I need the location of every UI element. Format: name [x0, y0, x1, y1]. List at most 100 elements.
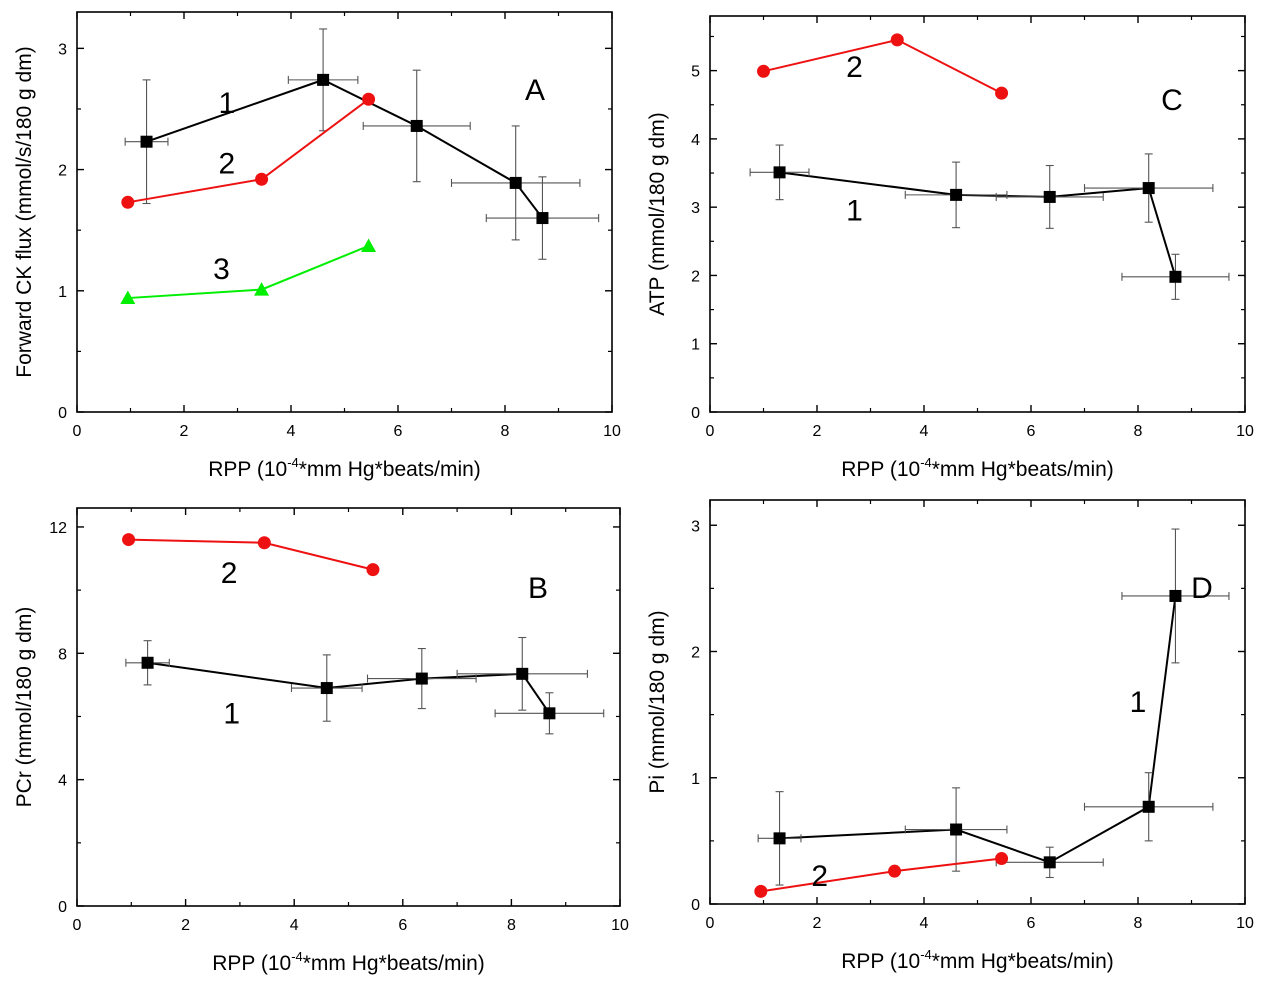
x-tick-label: 8 — [1134, 423, 1143, 440]
data-point-circle — [121, 195, 135, 209]
x-axis-title-main: RPP (10 — [212, 952, 291, 975]
series-line — [127, 245, 369, 300]
series-label-1: 1 — [846, 195, 863, 228]
x-axis-title-tail: *mm Hg*beats/min) — [932, 950, 1114, 973]
x-tick-label: 2 — [813, 423, 822, 440]
series-label-3: 3 — [213, 253, 230, 286]
x-tick-label: 0 — [73, 423, 82, 440]
data-point-circle — [995, 86, 1009, 100]
y-tick-label: 3 — [691, 518, 700, 535]
series-label-2: 2 — [811, 860, 828, 893]
y-axis-title: Forward CK flux (mmol/s/180 g dm) — [13, 46, 36, 377]
x-axis-title: RPP (10-4*mm Hg*beats/min) — [208, 455, 481, 481]
x-axis-title-exponent: -4 — [920, 947, 932, 962]
panel-letter-b: B — [528, 572, 548, 605]
x-axis-title-exponent: -4 — [920, 455, 932, 470]
data-point-circle — [255, 172, 269, 186]
x-tick-label: 4 — [920, 915, 929, 932]
chart-panel-d: 0 2 4 6 8 10 0 1 2 3 RPP (10-4*mm Hg*beats/min) Pi … — [646, 499, 1254, 973]
data-point-circle — [366, 563, 380, 577]
data-point-square — [1169, 270, 1182, 283]
x-tick-label: 8 — [501, 423, 510, 440]
data-point-square — [773, 166, 786, 179]
y-tick-label: 12 — [49, 520, 67, 537]
x-tick-label: 2 — [180, 423, 189, 440]
series-2: 2 — [757, 33, 1009, 100]
x-tick-label: 10 — [611, 917, 629, 934]
data-point-square — [1142, 182, 1155, 195]
y-tick-label: 2 — [691, 645, 700, 662]
data-point-square — [1043, 190, 1056, 203]
y-tick-label: 1 — [691, 771, 700, 788]
y-tick-label: 4 — [691, 132, 700, 149]
data-point-square — [1142, 800, 1155, 813]
series-label-2: 2 — [846, 51, 863, 84]
x-tick-label: 4 — [920, 423, 929, 440]
x-axis-title-main: RPP (10 — [841, 458, 920, 481]
x-tick-label: 0 — [706, 423, 715, 440]
x-axis-title-exponent: -4 — [287, 455, 299, 470]
y-axis-title: Pi (mmol/180 g dm) — [646, 610, 669, 793]
x-tick-label: 8 — [507, 917, 516, 934]
series-label-2: 2 — [218, 148, 235, 181]
series-label-1: 1 — [218, 87, 235, 120]
y-tick-label: 0 — [58, 899, 67, 916]
chart-panel-c: 0 2 4 6 8 10 0 1 2 3 4 5 RPP (10-4*mm Hg*beats/min) A… — [646, 15, 1254, 481]
series-line — [128, 538, 374, 571]
data-point-square — [1043, 856, 1056, 869]
series-1: 1 — [749, 144, 1230, 300]
x-axis-title: RPP (10-4*mm Hg*beats/min) — [212, 949, 485, 975]
series-2: 2 — [122, 533, 380, 590]
panel-letter-a: A — [525, 74, 545, 107]
panel-letter-c: C — [1161, 84, 1183, 117]
x-axis-title-main: RPP (10 — [208, 458, 287, 481]
plot-frame — [709, 499, 1246, 905]
series-1: 1 — [757, 528, 1230, 886]
y-tick-label: 1 — [691, 337, 700, 354]
series-line — [760, 857, 1002, 893]
data-point-square — [317, 73, 330, 86]
plot-frame — [76, 11, 613, 413]
y-tick-label: 3 — [691, 200, 700, 217]
data-point-square — [773, 832, 786, 845]
data-point-square — [320, 682, 333, 695]
panel-letter-d: D — [1191, 572, 1213, 605]
data-point-triangle — [361, 238, 377, 252]
series-label-1: 1 — [1130, 686, 1147, 719]
series-2: 2 — [121, 92, 376, 209]
x-tick-label: 4 — [290, 917, 299, 934]
x-tick-label: 10 — [603, 423, 621, 440]
plot-frame — [76, 507, 621, 907]
data-point-square — [950, 823, 963, 836]
data-point-square — [536, 212, 549, 225]
series-2: 2 — [754, 852, 1009, 898]
x-tick-label: 6 — [1027, 423, 1036, 440]
series-label-1: 1 — [223, 697, 240, 730]
x-axis-title-tail: *mm Hg*beats/min) — [299, 458, 481, 481]
series-1: 1 — [124, 28, 600, 260]
data-point-square — [950, 188, 963, 201]
data-point-circle — [122, 533, 136, 547]
x-axis-title: RPP (10-4*mm Hg*beats/min) — [841, 455, 1114, 481]
chart-panel-a: 0 2 4 6 8 10 0 1 2 3 RPP (10-4*mm Hg*beats/min) For… — [13, 11, 621, 481]
data-point-circle — [362, 92, 376, 106]
x-tick-label: 2 — [813, 915, 822, 932]
data-point-square — [410, 119, 423, 132]
y-tick-label: 2 — [58, 163, 67, 180]
y-tick-label: 1 — [58, 284, 67, 301]
y-tick-label: 0 — [691, 405, 700, 422]
data-point-square — [140, 135, 153, 148]
data-point-circle — [757, 64, 770, 78]
x-tick-label: 0 — [73, 917, 82, 934]
y-axis-title: ATP (mmol/180 g dm) — [646, 112, 669, 315]
data-point-square — [141, 656, 154, 669]
y-tick-label: 4 — [58, 773, 67, 790]
data-point-circle — [754, 884, 768, 898]
x-tick-label: 10 — [1236, 915, 1254, 932]
data-point-square — [543, 707, 556, 720]
data-point-circle — [995, 852, 1009, 866]
y-tick-label: 5 — [691, 64, 700, 81]
x-tick-label: 6 — [398, 917, 407, 934]
